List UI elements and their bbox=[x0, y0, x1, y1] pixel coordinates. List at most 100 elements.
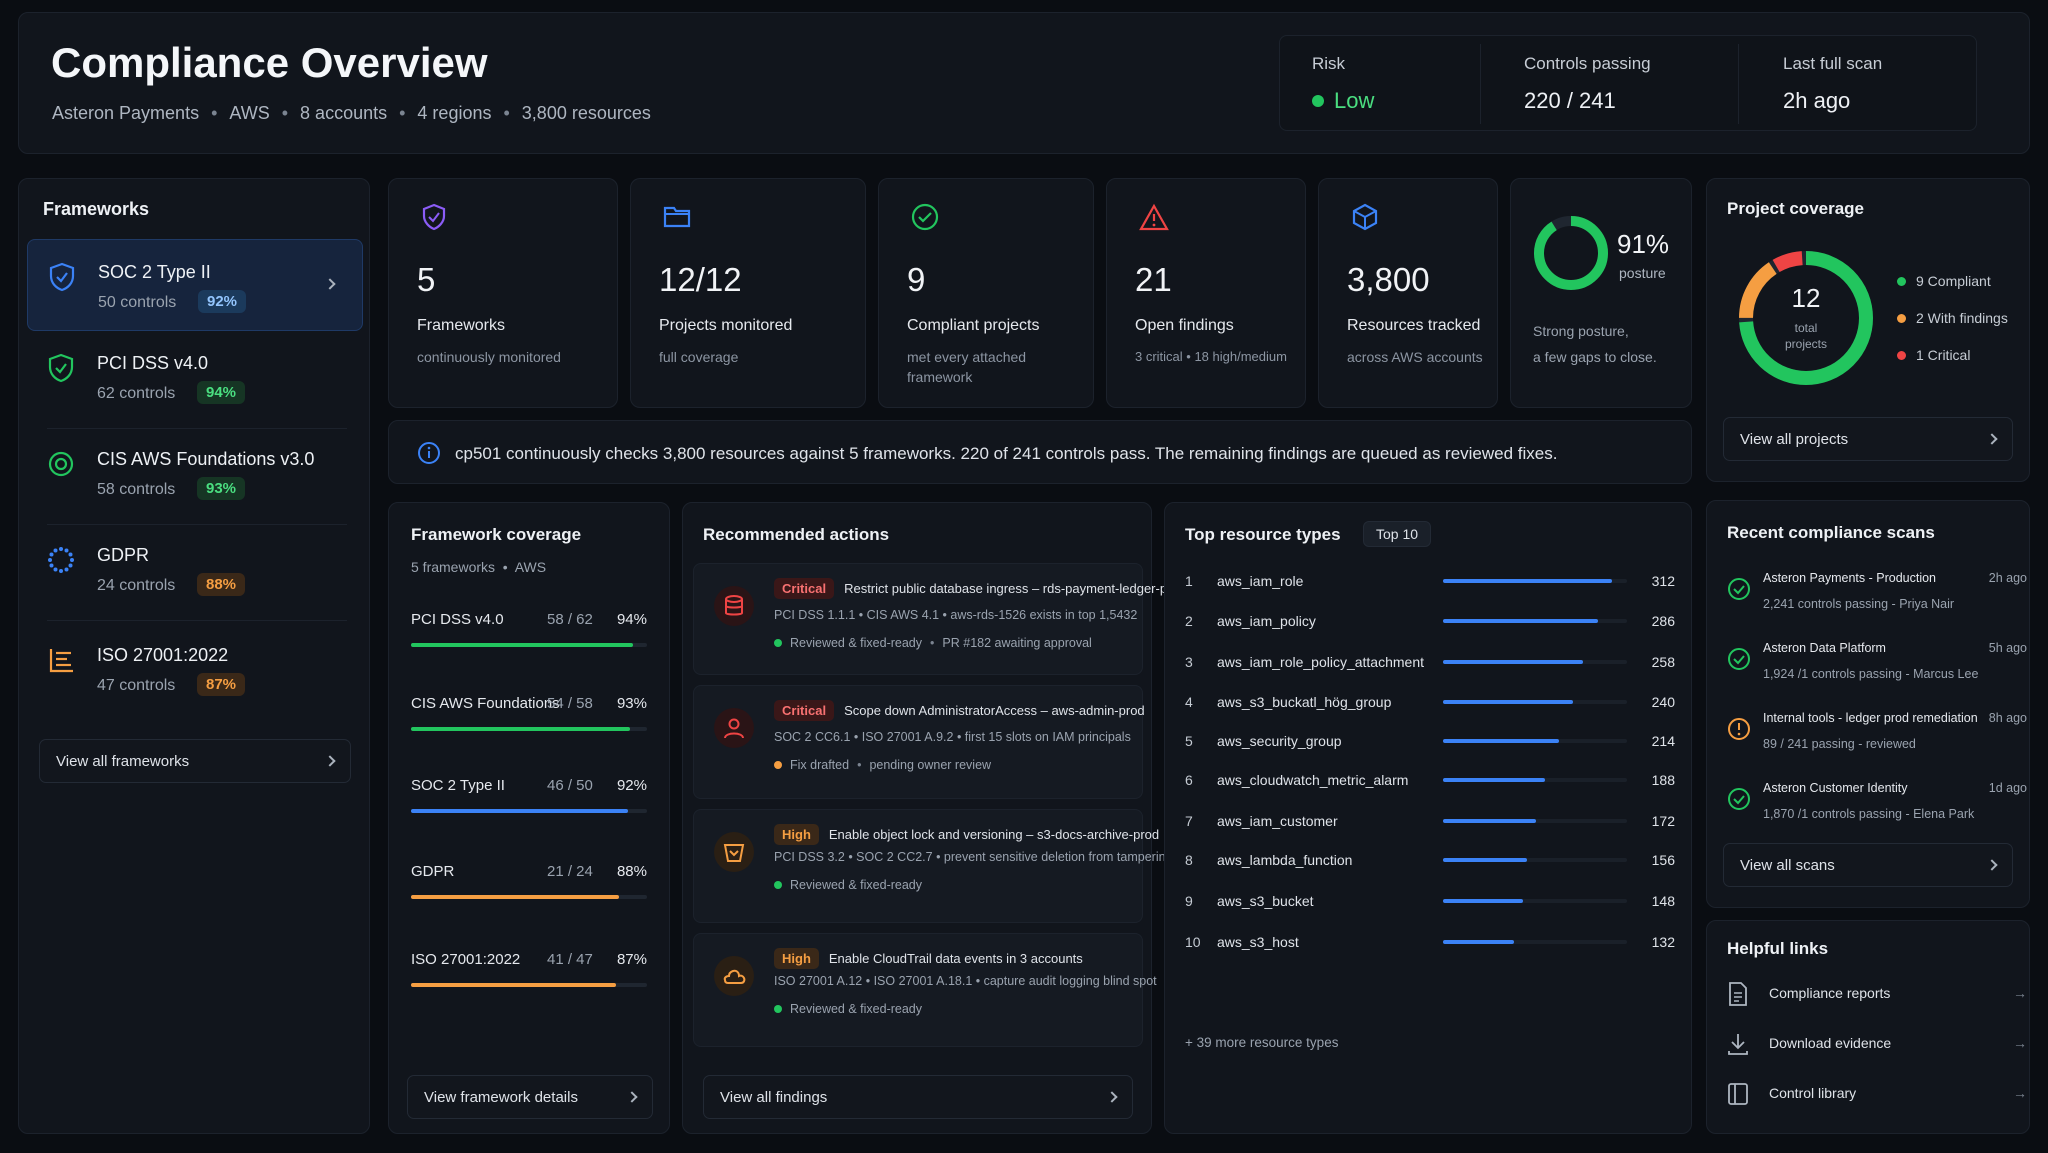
resource-count: 156 bbox=[1651, 852, 1675, 868]
resource-row[interactable]: 8 aws_lambda_function 156 bbox=[1185, 846, 1675, 876]
rank: 4 bbox=[1185, 694, 1193, 710]
stat-label: Frameworks bbox=[417, 317, 506, 334]
scan-item[interactable]: Asteron Payments - Production 2,241 contr… bbox=[1727, 571, 2027, 631]
view-all-frameworks-button[interactable]: View all frameworks bbox=[39, 739, 351, 783]
shield-check-icon bbox=[47, 353, 75, 388]
coverage-name: SOC 2 Type II bbox=[411, 777, 505, 794]
scan-title: Asteron Payments - Production bbox=[1763, 571, 1936, 585]
scan-item[interactable]: Asteron Data Platform 1,924 /1 controls p… bbox=[1727, 641, 2027, 701]
view-framework-details-button[interactable]: View framework details bbox=[407, 1075, 653, 1119]
arrow-right-icon: → bbox=[2013, 985, 2027, 1001]
view-all-projects-button[interactable]: View all projects bbox=[1723, 417, 2013, 461]
scan-title: Asteron Data Platform bbox=[1763, 641, 1886, 655]
resource-bar-track bbox=[1443, 619, 1627, 623]
status-dot bbox=[774, 639, 782, 647]
resource-row[interactable]: 10 aws_s3_host 132 bbox=[1185, 928, 1675, 958]
view-all-scans-button[interactable]: View all scans bbox=[1723, 843, 2013, 887]
panel-title: Recommended actions bbox=[703, 525, 890, 544]
risk-dot bbox=[1312, 95, 1324, 107]
framework-item-soc2[interactable]: SOC 2 Type II 50 controls 92% bbox=[27, 239, 363, 331]
button-label: View all projects bbox=[1740, 430, 1849, 448]
coverage-pct: 92% bbox=[616, 777, 647, 794]
resource-row[interactable]: 3 aws_iam_role_policy_attachment 258 bbox=[1185, 648, 1675, 678]
resource-row[interactable]: 1 aws_iam_role 312 bbox=[1185, 567, 1675, 597]
legend-item: 1 Critical bbox=[1897, 347, 1970, 363]
resource-name: aws_lambda_function bbox=[1217, 852, 1353, 868]
resource-bar-fill bbox=[1443, 940, 1515, 944]
stat-label: Compliant projects bbox=[907, 317, 1040, 334]
stat-card-findings: 21 Open findings 3 critical • 18 high/me… bbox=[1106, 178, 1306, 408]
coverage-name: CIS AWS Foundations bbox=[411, 695, 560, 712]
arrow-right-icon: → bbox=[2013, 1035, 2027, 1051]
meta-regions: 4 regions bbox=[417, 103, 492, 123]
resource-count: 188 bbox=[1651, 772, 1675, 788]
framework-item-gdpr[interactable]: GDPR 24 controls 88% bbox=[27, 523, 363, 615]
framework-controls: 47 controls bbox=[97, 677, 176, 694]
framework-item-pci[interactable]: PCI DSS v4.0 62 controls 94% bbox=[27, 331, 363, 423]
resource-bar-fill bbox=[1443, 579, 1612, 583]
resource-count: 172 bbox=[1651, 813, 1675, 829]
scan-item[interactable]: Asteron Customer Identity 1,870 /1 contro… bbox=[1727, 781, 2027, 841]
stat-card-projects: 12/12 Projects monitored full coverage bbox=[630, 178, 866, 408]
action-title: Enable object lock and versioning – s3-d… bbox=[828, 827, 1160, 842]
divider bbox=[1480, 44, 1481, 124]
coverage-bar-track bbox=[411, 643, 647, 647]
link-compliance-reports[interactable]: Compliance reports → bbox=[1727, 977, 2027, 1013]
resource-bar-track bbox=[1443, 899, 1627, 903]
action-card[interactable]: High Enable CloudTrail data events in 3 a… bbox=[693, 933, 1157, 1047]
rank: 9 bbox=[1185, 893, 1193, 909]
scan-item[interactable]: Internal tools - ledger prod remediation… bbox=[1727, 711, 2027, 771]
link-control-library[interactable]: Control library → bbox=[1727, 1077, 2027, 1113]
coverage-bar-track bbox=[411, 895, 647, 899]
action-title-row: High Enable object lock and versioning – … bbox=[774, 824, 1159, 845]
frameworks-title: Frameworks bbox=[43, 199, 150, 219]
view-all-findings-button[interactable]: View all findings bbox=[703, 1075, 1133, 1119]
resource-row[interactable]: 2 aws_iam_policy 286 bbox=[1185, 607, 1675, 637]
shield-check-icon bbox=[48, 262, 76, 297]
header-meta: Asteron Payments • AWS • 8 accounts • 4 reg… bbox=[52, 103, 651, 123]
action-status: Reviewed & fixed-ready bbox=[774, 1002, 922, 1016]
framework-item-cis[interactable]: CIS AWS Foundations v3.0 58 controls 93% bbox=[27, 427, 363, 519]
chevron-right-icon bbox=[1986, 433, 1998, 445]
donut-total-label: projects bbox=[1784, 337, 1828, 351]
chevron-right-icon bbox=[626, 1091, 638, 1103]
resource-row[interactable]: 4 aws_s3_buckatl_hög_group 240 bbox=[1185, 688, 1675, 718]
more-resource-types[interactable]: + 39 more resource types bbox=[1185, 1035, 1339, 1050]
divider bbox=[47, 524, 347, 525]
link-download-evidence[interactable]: Download evidence → bbox=[1727, 1027, 2027, 1063]
scan-sub: 89 / 241 passing - reviewed bbox=[1763, 737, 1916, 751]
resource-row[interactable]: 7 aws_iam_customer 172 bbox=[1185, 807, 1675, 837]
top-10-badge[interactable]: Top 10 bbox=[1363, 521, 1432, 547]
coverage-count: 21 / 24 bbox=[547, 863, 593, 880]
resource-row[interactable]: 9 aws_s3_bucket 148 bbox=[1185, 887, 1675, 917]
action-card[interactable]: High Enable object lock and versioning – … bbox=[693, 809, 1173, 923]
coverage-bar-fill bbox=[411, 809, 629, 813]
stat-label: Resources tracked bbox=[1347, 317, 1481, 334]
stat-label: Projects monitored bbox=[659, 317, 793, 334]
resource-name: aws_security_group bbox=[1217, 733, 1342, 749]
scan-time: 5h ago bbox=[1988, 641, 2027, 655]
resource-row[interactable]: 6 aws_cloudwatch_metric_alarm 188 bbox=[1185, 766, 1675, 796]
header-panel: Compliance Overview Asteron Payments • AW… bbox=[18, 12, 2030, 154]
framework-item-iso[interactable]: ISO 27001:2022 47 controls 87% bbox=[27, 623, 363, 715]
resource-bar-fill bbox=[1443, 700, 1573, 704]
framework-coverage-panel: Framework coverage 5 frameworks • AWS PC… bbox=[388, 502, 670, 1134]
donut-total-label: total bbox=[1794, 321, 1818, 335]
coverage-donut bbox=[1739, 251, 1873, 385]
action-card[interactable]: Critical Restrict public database ingress… bbox=[693, 563, 1186, 675]
action-card[interactable]: Critical Scope down AdministratorAccess –… bbox=[693, 685, 1145, 799]
panel-title: Top resource types bbox=[1185, 525, 1341, 544]
resource-count: 214 bbox=[1651, 733, 1675, 749]
info-icon bbox=[418, 442, 440, 464]
posture-note: Strong posture, bbox=[1533, 323, 1629, 339]
status-text-2: pending owner review bbox=[869, 758, 992, 772]
divider bbox=[47, 428, 347, 429]
risk-value: Low bbox=[1334, 88, 1375, 113]
resource-row[interactable]: 5 aws_security_group 214 bbox=[1185, 727, 1675, 757]
legend-item: 2 With findings bbox=[1897, 310, 2008, 326]
framework-name: PCI DSS v4.0 bbox=[97, 353, 209, 373]
resource-name: aws_iam_policy bbox=[1217, 613, 1316, 629]
resource-name: aws_iam_role bbox=[1217, 573, 1304, 589]
scan-title: Asteron Customer Identity bbox=[1763, 781, 1908, 795]
coverage-bar-track bbox=[411, 727, 647, 731]
